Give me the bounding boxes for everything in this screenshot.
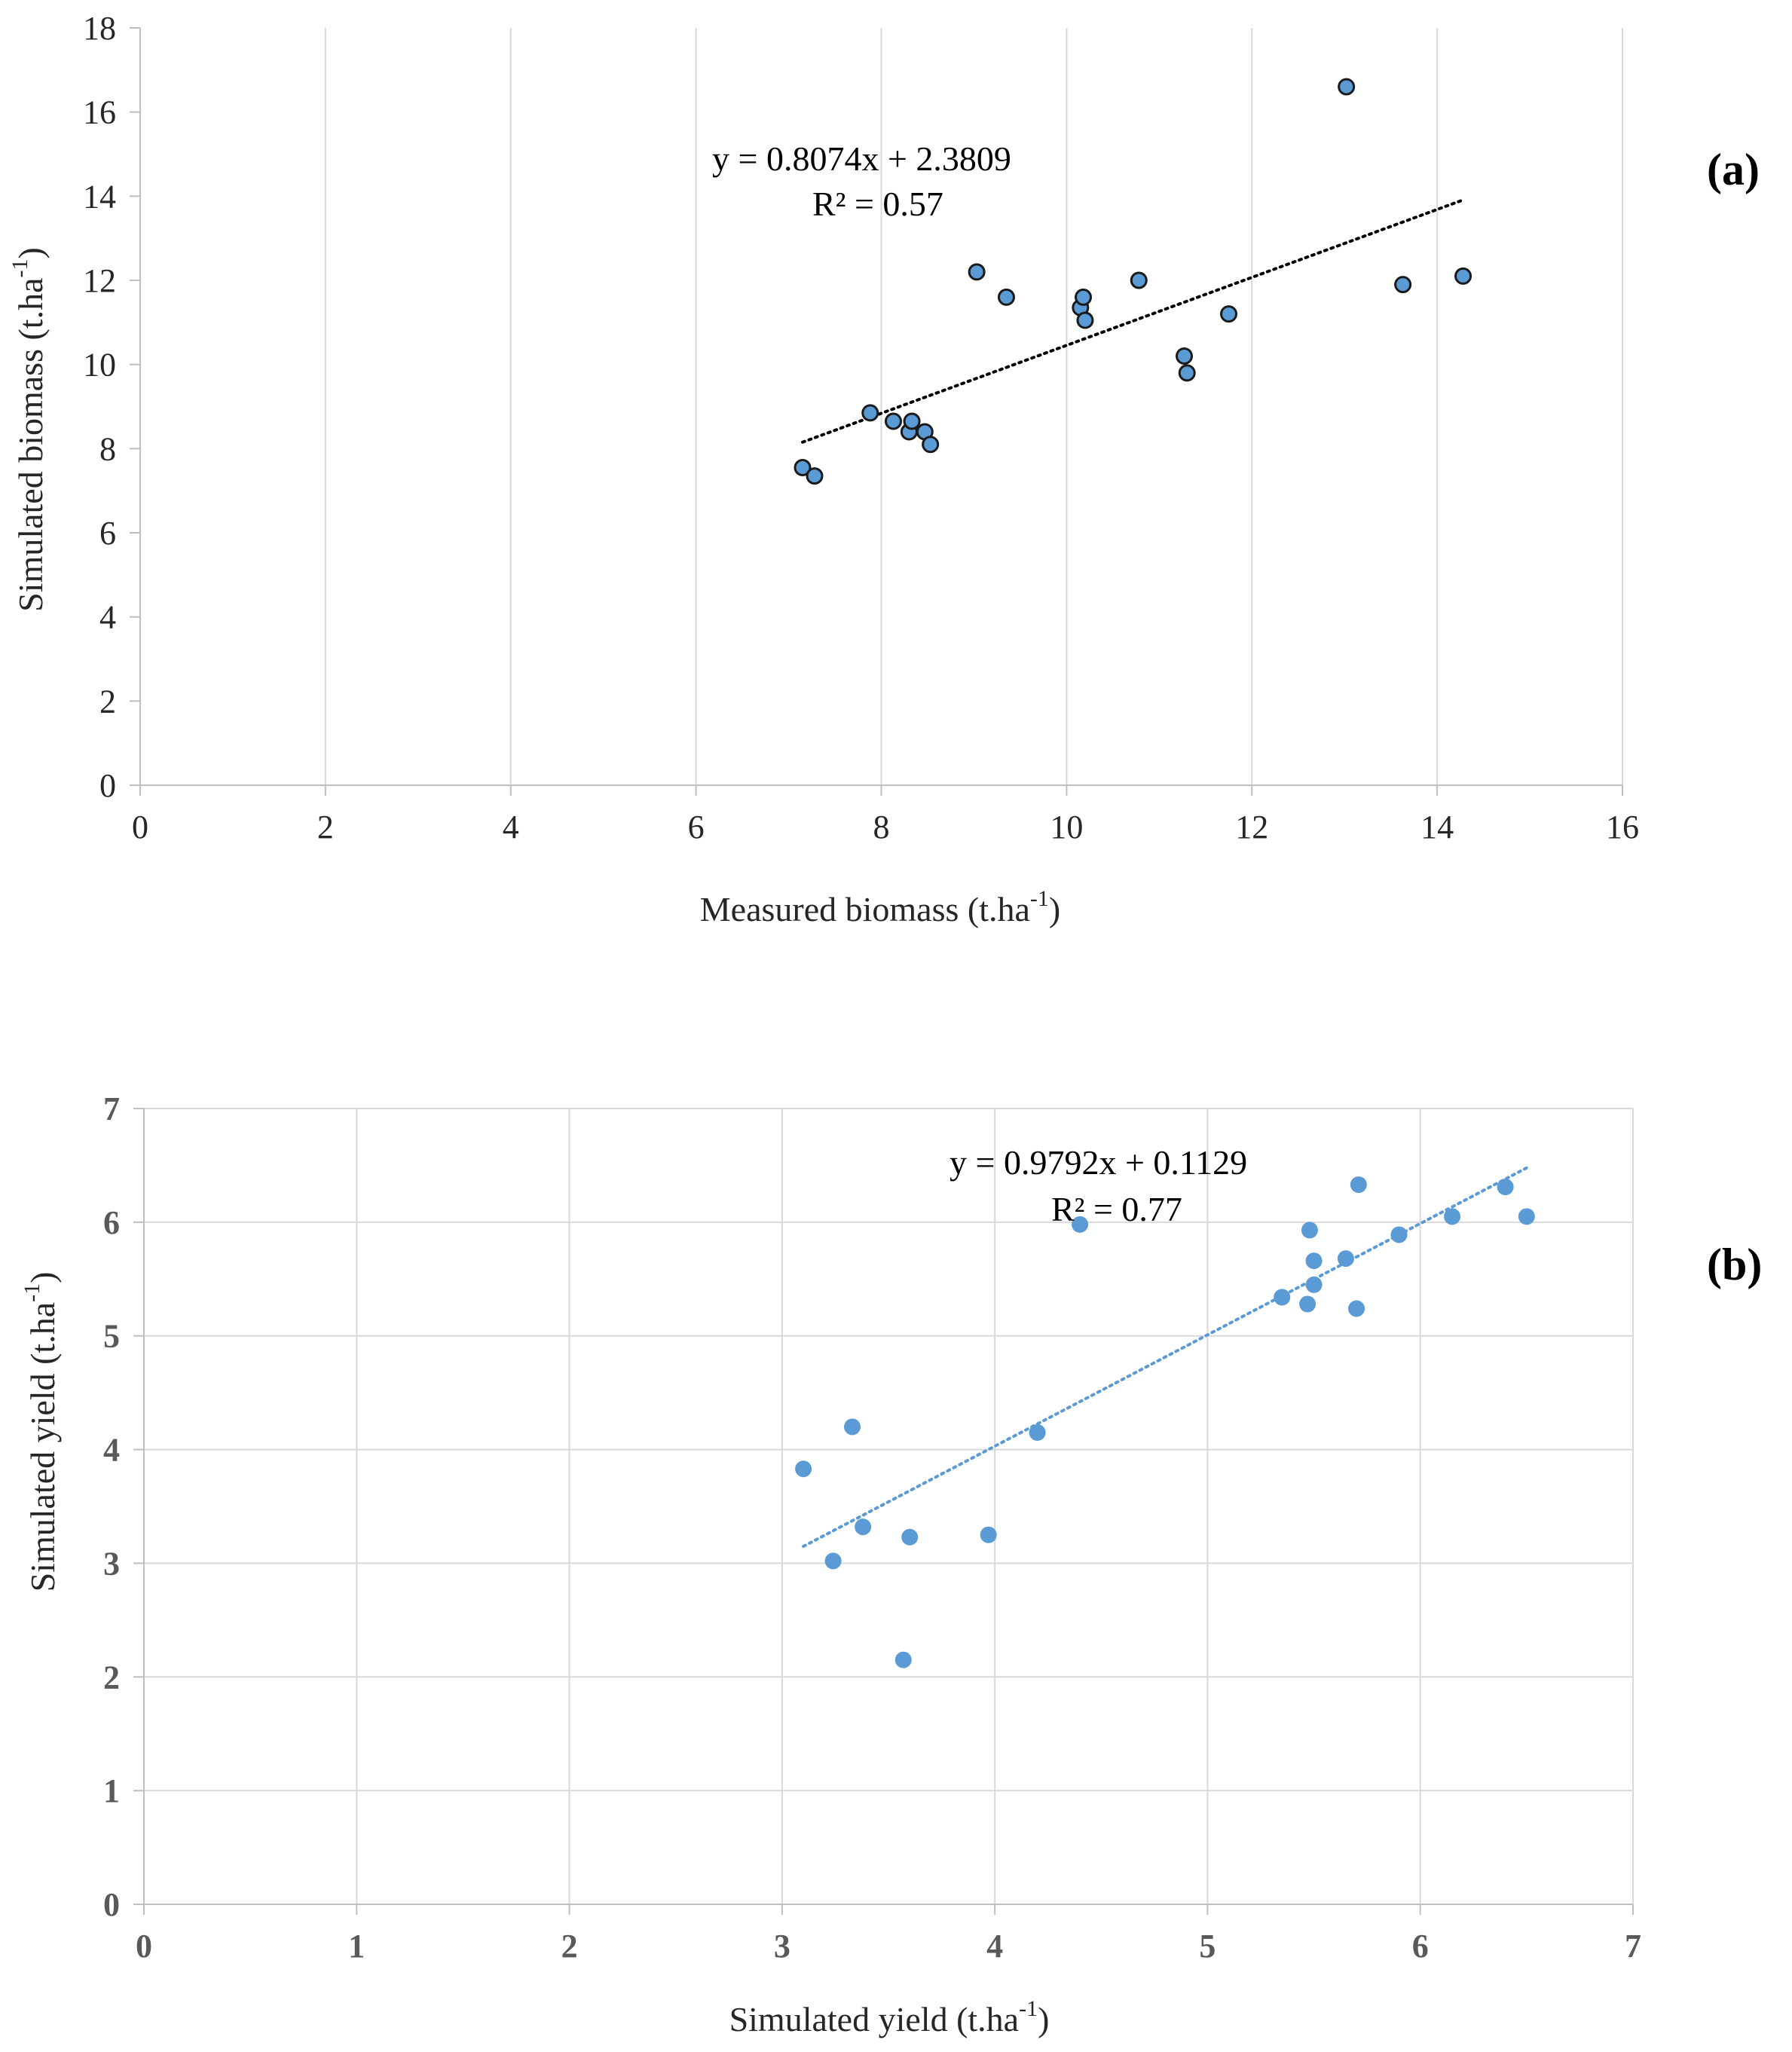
chart-a-trendline [801,198,1465,444]
chart-a-point-11 [1075,288,1093,306]
chart-b-point-8 [1072,1216,1089,1233]
chart-b-xtick-label-1: 1 [348,1928,365,1965]
chart-a-point-5 [903,412,921,430]
chart-a-point-16 [1220,305,1238,323]
chart-a-xtick-label-5: 10 [1050,809,1083,846]
chart-a-r-squared: R² = 0.57 [812,185,943,223]
chart-a-point-13 [1130,271,1148,289]
chart-b-point-7 [1029,1424,1046,1441]
chart-a-panel-label: (a) [1707,145,1760,194]
chart-a-grid [324,28,1623,785]
chart-b-point-20 [1518,1208,1535,1225]
chart-a-ytick-label-4: 8 [99,430,116,467]
chart-b-xtick-label-0: 0 [136,1928,152,1965]
chart-b-point-3 [855,1518,872,1536]
chart-b-xtick-label-4: 4 [986,1928,1003,1965]
chart-a-point-14 [1176,347,1194,365]
chart-b-point-13 [1305,1276,1323,1293]
chart-b-tick-labels: 0 1 2 3 4 5 6 7 0 1 2 3 4 5 6 7 [103,1090,1641,1965]
chart-a-point-0 [794,458,812,476]
chart-b-points [795,1176,1535,1668]
chart-a-xtick-label-3: 6 [688,809,705,846]
chart-b-grid [144,1108,1634,1904]
chart-b-equation: y = 0.9792x + 0.1129 [950,1143,1247,1182]
chart-b-panel-label: (b) [1707,1240,1762,1289]
chart-a-point-2 [861,404,879,422]
chart-a-equation: y = 0.8074x + 2.3809 [712,139,1011,178]
chart-b-point-19 [1497,1179,1514,1196]
chart-b-point-14 [1337,1250,1354,1268]
chart-b-x-axis-title: Simulated yield (t.ha-1) [729,1996,1050,2038]
chart-b-xtick-label-2: 2 [561,1928,578,1965]
chart-b-point-18 [1444,1208,1461,1225]
chart-b-r-squared: R² = 0.77 [1051,1190,1182,1228]
chart-a-xtick-label-4: 8 [873,809,890,846]
chart-a-point-12 [1076,311,1094,329]
chart-b-ytick-label-3: 3 [103,1545,120,1582]
chart-b-xtick-label-5: 5 [1199,1928,1216,1965]
chart-a-y-axis-title: Simulated biomass (t.ha-1) [8,247,50,612]
chart-a-ytick-label-7: 14 [83,178,116,215]
chart-a-ytick-label-8: 16 [83,94,116,131]
chart-b-xtick-label-6: 6 [1412,1928,1429,1965]
chart-a-xtick-label-2: 4 [503,809,519,846]
chart-a-x-axis-title: Measured biomass (t.ha-1) [700,886,1061,928]
chart-b-axes [133,1108,1634,1915]
chart-b-point-6 [980,1526,997,1543]
chart-a-tick-labels: 0 2 4 6 8 10 12 14 16 18 0 2 4 6 8 10 12 14 16 [83,10,1639,846]
chart-b-point-17 [1390,1226,1408,1243]
chart-b-xtick-label-7: 7 [1625,1928,1641,1965]
chart-a-ytick-label-2: 4 [99,599,116,636]
chart-a-point-3 [884,412,902,430]
chart-a-trendline-group [801,198,1465,444]
chart-a-point-8 [968,263,986,281]
chart-a-point-19 [1454,267,1472,285]
chart-a-ytick-label-0: 0 [99,767,116,804]
chart-a-ytick-label-1: 2 [99,683,116,720]
chart-b-ytick-label-7: 7 [103,1090,120,1127]
chart-a-ytick-label-6: 12 [83,262,116,299]
chart-a-point-17 [1338,78,1356,96]
chart-b-point-5 [901,1528,919,1546]
chart-b-ytick-label-5: 5 [103,1318,120,1355]
chart-b-point-2 [844,1418,861,1436]
chart-a-xtick-label-8: 16 [1606,809,1639,846]
chart-a-ytick-label-3: 6 [99,515,116,552]
chart-b-ytick-label-2: 2 [103,1659,120,1696]
chart-a-ytick-label-9: 18 [83,10,116,47]
chart-a-axes [130,27,1623,796]
chart-b-xtick-label-3: 3 [774,1928,790,1965]
chart-b-point-10 [1299,1295,1316,1313]
chart-a-ytick-label-5: 10 [83,347,116,384]
chart-a-point-9 [997,288,1015,306]
chart-a-point-7 [922,436,940,454]
chart-b-y-axis-title: Simulated yield (t.ha-1) [20,1272,62,1592]
chart-a-xtick-label-7: 14 [1420,809,1454,846]
chart-b-ytick-label-1: 1 [103,1772,120,1809]
chart-a-point-1 [806,467,824,485]
chart-a-point-18 [1394,276,1412,294]
chart-a: 0 2 4 6 8 10 12 14 16 18 0 2 4 6 8 10 12 14 16 y = 0.8074x… [8,10,1760,928]
chart-b-point-0 [795,1460,812,1478]
chart-b-ytick-label-0: 0 [103,1886,120,1923]
chart-a-xtick-label-0: 0 [132,809,148,846]
chart-b-point-15 [1348,1300,1365,1317]
chart-a-xtick-label-1: 2 [317,809,334,846]
chart-a-xtick-label-6: 12 [1235,809,1268,846]
chart-a-point-15 [1178,364,1196,382]
chart-b-point-4 [894,1651,912,1668]
chart-b-point-1 [824,1552,842,1570]
chart-b: 0 1 2 3 4 5 6 7 0 1 2 3 4 5 6 7 y = 0.9792x + 0.1129 R²… [20,1090,1762,2038]
chart-a-points [794,78,1472,485]
chart-b-point-11 [1301,1222,1318,1239]
chart-b-ytick-label-4: 4 [103,1432,120,1469]
chart-b-point-12 [1305,1252,1323,1270]
chart-b-point-9 [1274,1289,1291,1306]
chart-b-ytick-label-6: 6 [103,1204,120,1241]
chart-b-point-16 [1350,1176,1367,1194]
